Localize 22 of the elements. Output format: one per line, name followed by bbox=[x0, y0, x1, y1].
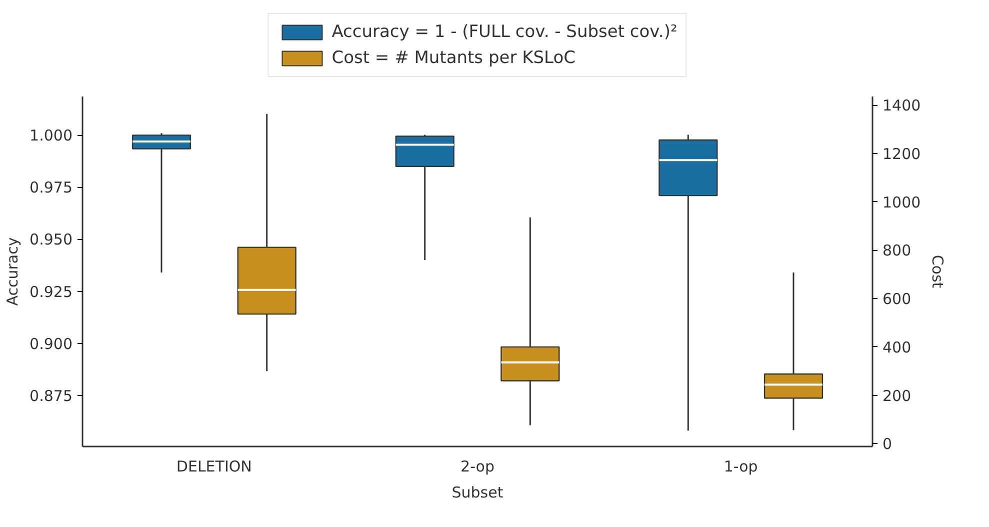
x-tick-label: 1-op bbox=[724, 458, 758, 476]
legend-label: Cost = # Mutants per KSLoC bbox=[332, 48, 576, 68]
y2-tick-label: 1200 bbox=[882, 145, 921, 164]
legend-label: Accuracy = 1 - (FULL cov. - Subset cov.)² bbox=[332, 22, 678, 42]
y2-axis-title: Cost bbox=[928, 254, 947, 288]
y-tick-label: 0.900 bbox=[30, 334, 73, 353]
y2-tick-label: 1400 bbox=[882, 96, 921, 115]
y-axis-title: Accuracy bbox=[4, 237, 22, 306]
y2-tick-label: 0 bbox=[882, 435, 892, 454]
y2-tick-label: 200 bbox=[882, 386, 912, 405]
y2-tick-label: 600 bbox=[882, 290, 912, 308]
y-tick-label: 0.975 bbox=[30, 178, 73, 197]
y2-tick-label: 400 bbox=[882, 338, 912, 356]
x-axis-title: Subset bbox=[452, 484, 504, 502]
x-tick-label: 2-op bbox=[460, 458, 494, 476]
x-tick-label: DELETION bbox=[176, 458, 252, 476]
y-tick-label: 0.950 bbox=[30, 230, 73, 249]
y-tick-label: 1.000 bbox=[30, 126, 73, 145]
y2-tick-label: 1000 bbox=[882, 193, 921, 212]
y-tick-label: 0.925 bbox=[30, 282, 73, 301]
y-tick-label: 0.875 bbox=[30, 386, 73, 405]
y2-tick-label: 800 bbox=[882, 242, 912, 260]
